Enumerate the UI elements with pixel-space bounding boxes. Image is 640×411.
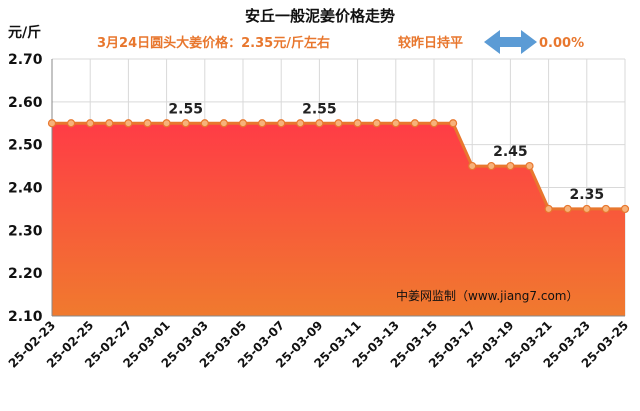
- data-point: [200, 119, 209, 128]
- y-tick-labels: 2.10 2.20 2.30 2.40 2.50 2.60 2.70: [8, 52, 43, 325]
- chart-subtitle-change: 较昨日持平: [398, 35, 463, 51]
- x-tick-labels: 25-02-2325-02-2525-02-2725-03-0125-03-03…: [6, 318, 631, 370]
- data-point: [124, 119, 133, 128]
- data-point: [410, 119, 419, 128]
- data-point: [162, 119, 171, 128]
- chart-title: 安丘一般泥姜价格走势: [245, 7, 395, 25]
- data-point: [86, 119, 95, 128]
- y-tick-label: 2.30: [8, 223, 43, 239]
- change-value: 0.00%: [539, 36, 584, 51]
- watermark: 中姜网监制（www.jiang7.com）: [396, 288, 578, 303]
- data-markers: [47, 119, 630, 214]
- data-point: [506, 161, 515, 171]
- data-label: 2.55: [302, 101, 337, 117]
- data-point: [258, 119, 267, 128]
- data-point: [487, 161, 496, 171]
- data-point: [391, 119, 400, 128]
- chart-subtitle-price: 3月24日圆头大姜价格：2.35元/斤左右: [97, 35, 330, 51]
- data-point: [105, 119, 114, 128]
- data-point: [277, 119, 286, 128]
- y-tick-label: 2.10: [8, 309, 43, 325]
- y-axis-label: 元/斤: [8, 24, 41, 41]
- data-point: [47, 119, 57, 128]
- area-series: [52, 121, 625, 316]
- data-point: [181, 119, 190, 128]
- axes: [51, 59, 625, 317]
- data-point: [468, 161, 477, 171]
- data-point: [525, 161, 534, 171]
- area-fill: [52, 123, 625, 316]
- data-point: [449, 119, 458, 128]
- data-point: [372, 119, 381, 128]
- y-tick-label: 2.50: [8, 138, 43, 154]
- data-point: [429, 119, 439, 128]
- data-point: [582, 204, 591, 214]
- data-point: [544, 204, 553, 214]
- data-label: 2.35: [570, 187, 605, 203]
- data-point: [563, 204, 572, 214]
- y-tick-label: 2.40: [8, 181, 43, 197]
- y-tick-label: 2.70: [8, 52, 43, 68]
- y-tick-label: 2.20: [8, 266, 43, 282]
- data-point: [334, 119, 343, 128]
- data-point: [238, 119, 248, 128]
- data-point: [219, 119, 228, 128]
- data-label: 2.45: [493, 144, 528, 160]
- data-point: [353, 119, 362, 128]
- data-point: [601, 204, 611, 214]
- data-label: 2.55: [168, 101, 203, 117]
- data-point: [296, 119, 305, 128]
- y-tick-label: 2.60: [8, 95, 43, 111]
- left-right-arrow-icon: [484, 30, 537, 54]
- data-point: [315, 119, 324, 128]
- data-point: [66, 119, 76, 128]
- data-point: [143, 119, 152, 128]
- data-point: [620, 204, 630, 214]
- data-labels: 2.55 2.55 2.45 2.35: [168, 101, 604, 203]
